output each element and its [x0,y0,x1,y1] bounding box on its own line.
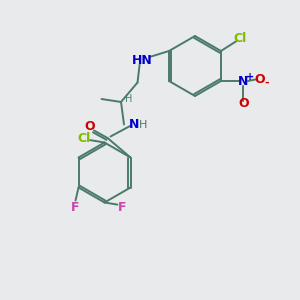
Text: O: O [85,120,95,134]
Text: +: + [246,71,254,82]
Text: O: O [255,73,265,86]
Text: HN: HN [132,53,152,67]
Text: O: O [238,97,249,110]
Text: H: H [138,119,147,130]
Text: Cl: Cl [233,32,247,46]
Text: -: - [264,77,269,88]
Text: H: H [125,94,132,104]
Text: N: N [238,74,249,88]
Text: F: F [71,200,80,214]
Text: N: N [129,118,140,131]
Text: Cl: Cl [77,131,91,145]
Text: F: F [118,200,127,214]
